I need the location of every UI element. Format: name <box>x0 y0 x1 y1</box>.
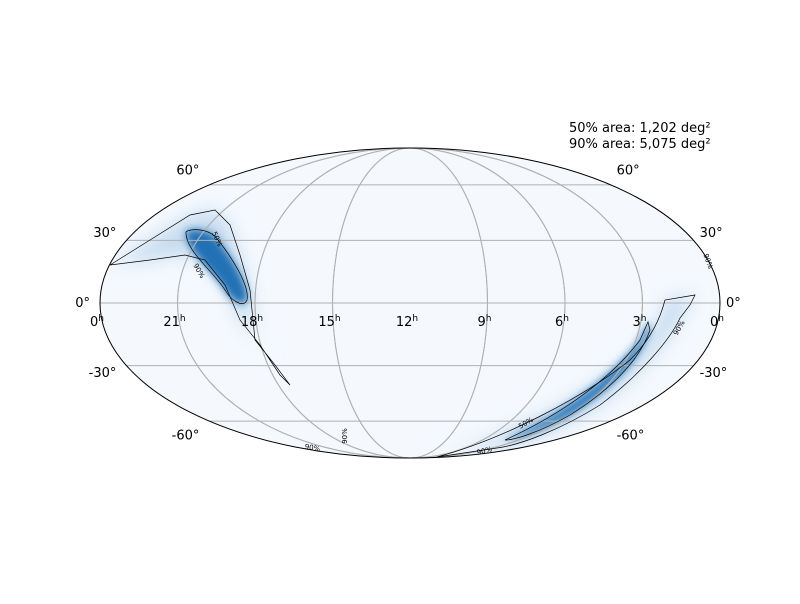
ra-label-value: 12 <box>396 315 413 330</box>
prob-region <box>110 210 290 385</box>
latitude-label: -60° <box>617 429 645 444</box>
latitude-label: 0° <box>75 296 90 311</box>
contour-label: 90% <box>341 428 349 444</box>
prob-region <box>437 295 695 457</box>
contour-label: 90% <box>304 443 321 454</box>
ra-label-unit: h <box>563 314 569 324</box>
latitude-label: 60° <box>176 163 199 178</box>
latitude-label: 30° <box>700 226 723 241</box>
ra-label: 21h <box>163 314 185 330</box>
contour-50 <box>504 320 651 441</box>
ra-label-value: 18 <box>241 315 258 330</box>
ra-label-unit: h <box>718 314 724 324</box>
contour-label: 90% <box>476 445 493 457</box>
area-annotation: 90% area: 5,075 deg² <box>569 137 711 152</box>
ra-label-unit: h <box>641 314 647 324</box>
area-annotation: 50% area: 1,202 deg² <box>569 121 711 136</box>
ra-label-value: 0 <box>90 315 98 330</box>
contour-90 <box>109 209 291 386</box>
ra-label: 9h <box>478 314 492 330</box>
ra-label: 18h <box>241 314 263 330</box>
ra-label-value: 6 <box>555 315 563 330</box>
ra-label: 0h <box>710 314 724 330</box>
ra-label: 3h <box>633 314 647 330</box>
ra-label-unit: h <box>98 314 104 324</box>
ra-label: 0h <box>90 314 104 330</box>
contour-50 <box>185 229 248 304</box>
latitude-label: 60° <box>617 163 640 178</box>
map-border <box>99 147 721 459</box>
latitude-label: 30° <box>93 226 116 241</box>
latitude-label: -60° <box>172 429 200 444</box>
ra-label-value: 15 <box>318 315 335 330</box>
ra-label: 15h <box>318 314 340 330</box>
contours <box>109 209 696 458</box>
ra-label-unit: h <box>335 314 341 324</box>
probability-map <box>110 210 695 457</box>
ra-label-unit: h <box>412 314 418 324</box>
ra-label-value: 9 <box>478 315 486 330</box>
latitude-label: -30° <box>700 366 728 381</box>
ra-label-value: 3 <box>633 315 641 330</box>
ra-label-unit: h <box>486 314 492 324</box>
ra-label: 12h <box>396 314 418 330</box>
prob-core <box>185 229 248 304</box>
latitude-label: 0° <box>726 296 741 311</box>
ra-label: 6h <box>555 314 569 330</box>
ra-label-unit: h <box>257 314 263 324</box>
contour-90 <box>436 294 696 458</box>
ra-label-value: 0 <box>710 315 718 330</box>
ra-label-value: 21 <box>163 315 180 330</box>
latitude-label: -30° <box>89 366 117 381</box>
ra-label-unit: h <box>180 314 186 324</box>
